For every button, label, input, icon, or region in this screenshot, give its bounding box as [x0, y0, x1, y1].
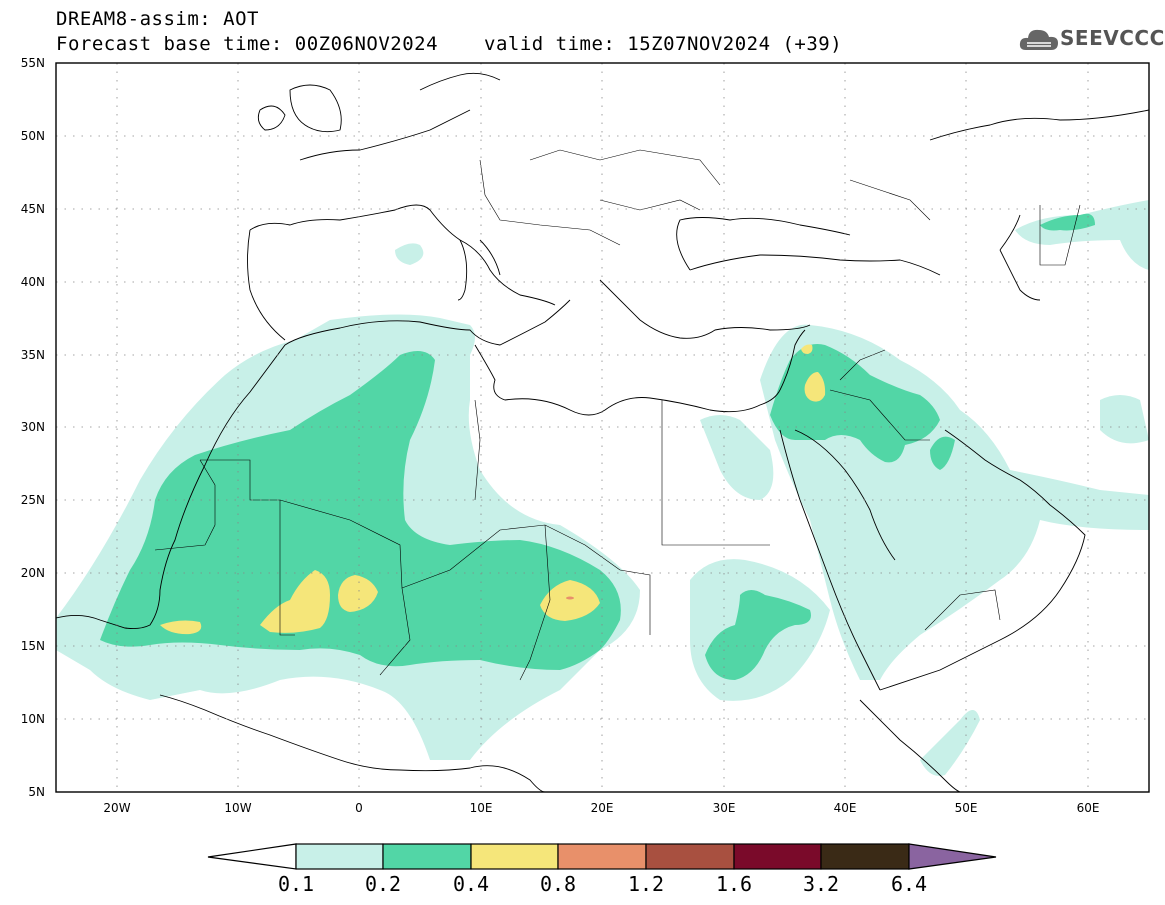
- colorbar-swatch: [820, 843, 910, 870]
- colorbar-label: 0.4: [452, 872, 490, 896]
- lon-label: 50E: [955, 801, 978, 815]
- colorbar-label: 6.4: [890, 872, 928, 896]
- map-title: DREAM8-assim: AOT: [56, 8, 259, 30]
- aot-contour-0.4: [160, 344, 826, 635]
- lon-label: 60E: [1077, 801, 1100, 815]
- lon-label: 10W: [224, 801, 251, 815]
- coastlines-and-borders: [56, 72, 1149, 792]
- lon-label: 20E: [591, 801, 614, 815]
- colorbar-swatch: [557, 843, 647, 870]
- lon-label: 10E: [470, 801, 493, 815]
- colorbar-swatch: [733, 843, 822, 870]
- colorbar-label: 1.2: [627, 872, 665, 896]
- lat-label: 35N: [21, 348, 45, 362]
- colorbar-label: 0.1: [277, 872, 315, 896]
- lat-label: 15N: [21, 639, 45, 653]
- lon-label: 40E: [834, 801, 857, 815]
- country-borders: [154, 149, 1081, 681]
- colorbar-label: 0.8: [539, 872, 577, 896]
- aot-fields: [56, 200, 1149, 776]
- cloud-icon: [1019, 29, 1058, 50]
- forecast-base-time: Forecast base time: 00Z06NOV2024: [56, 33, 439, 55]
- valid-time: valid time: 15Z07NOV2024 (+39): [484, 33, 843, 55]
- lat-label: 55N: [21, 56, 45, 70]
- map-frame: [55, 62, 1150, 793]
- colorbar-swatch: [295, 843, 384, 870]
- lat-label: 20N: [21, 566, 45, 580]
- lon-label: 0: [355, 801, 363, 815]
- lat-label: 40N: [21, 275, 45, 289]
- lat-label: 30N: [21, 420, 45, 434]
- colorbar-swatch: [645, 843, 735, 870]
- colorbar-label: 0.2: [364, 872, 402, 896]
- aot-contour-0.2: [100, 213, 1095, 680]
- lat-label: 25N: [21, 493, 45, 507]
- colorbar: [207, 843, 997, 870]
- colorbar-label: 1.6: [715, 872, 753, 896]
- graticule: [56, 63, 1149, 792]
- lat-label: 45N: [21, 202, 45, 216]
- lon-label: 30E: [713, 801, 736, 815]
- colorbar-swatch: [382, 843, 472, 870]
- seevccc-logo: [1018, 24, 1153, 56]
- colorbar-swatch: [470, 843, 559, 870]
- lat-label: 5N: [28, 785, 45, 799]
- logo-text: SEEVCCC: [1060, 26, 1165, 50]
- colorbar-lower-extension: [207, 843, 297, 870]
- lon-label: 20W: [103, 801, 130, 815]
- colorbar-label: 3.2: [802, 872, 840, 896]
- lat-label: 10N: [21, 712, 45, 726]
- colorbar-upper-extension: [908, 843, 997, 870]
- latitude-labels: 55N 50N 45N 40N 35N 30N 25N 20N 15N 10N …: [21, 56, 45, 799]
- longitude-labels: 20W 10W 0 10E 20E 30E 40E 50E 60E: [103, 801, 1099, 815]
- aot-contour-0.8: [566, 596, 574, 600]
- lat-label: 50N: [21, 129, 45, 143]
